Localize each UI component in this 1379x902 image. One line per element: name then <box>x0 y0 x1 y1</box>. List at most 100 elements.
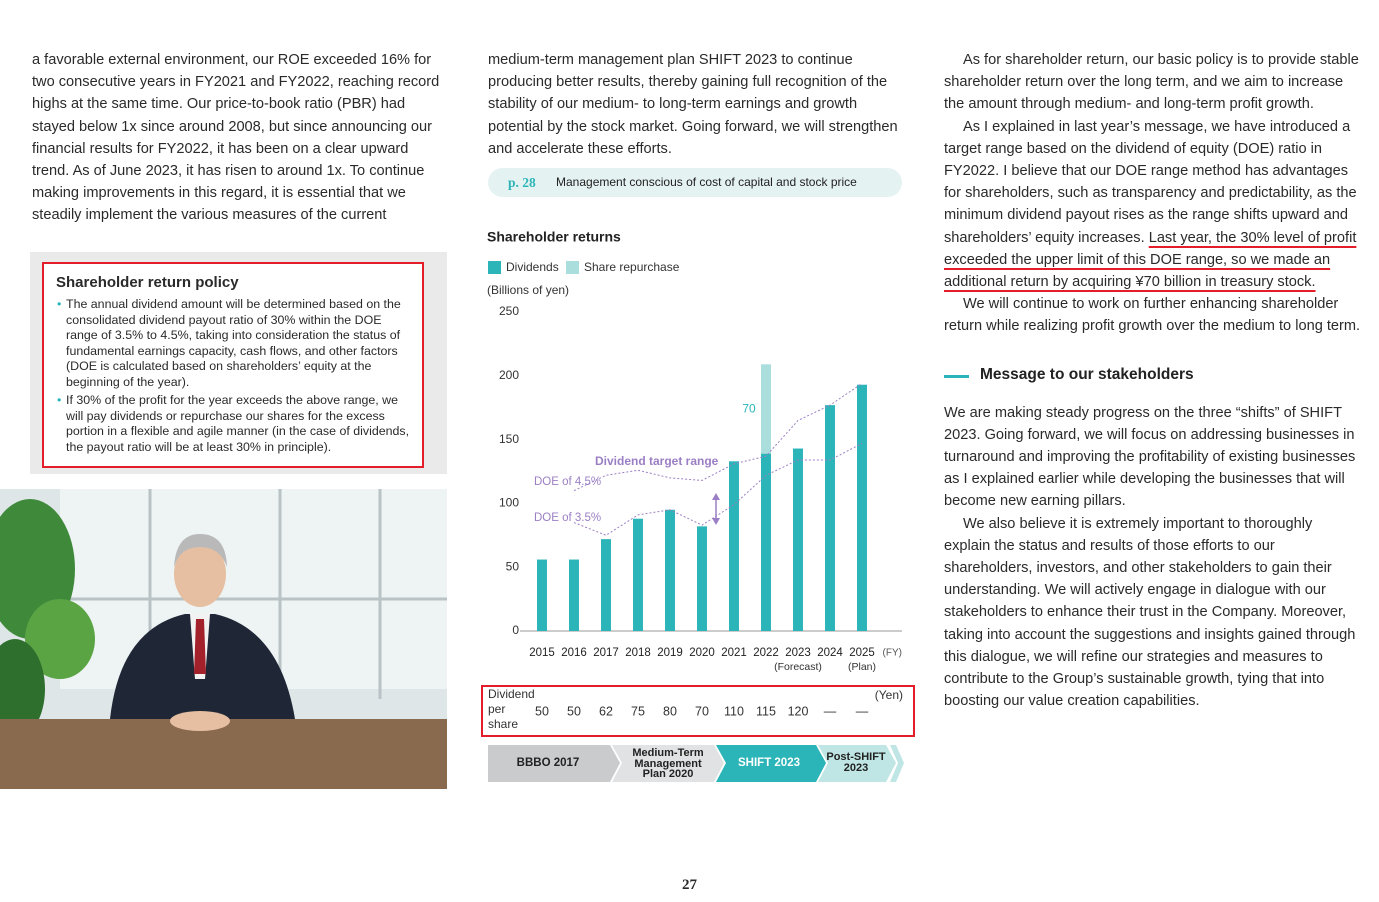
policy-frame: Shareholder return policy The annual div… <box>42 262 424 468</box>
phase-label: SHIFT 2023 <box>738 757 800 769</box>
value-label: 70 <box>742 401 756 415</box>
dps-value: 50 <box>535 704 549 718</box>
bar <box>729 461 739 631</box>
y-tick-label: 50 <box>506 559 520 573</box>
phase-shape <box>890 745 904 782</box>
dps-value: 62 <box>599 704 613 718</box>
doe-label: DOE of 3.5% <box>534 512 601 524</box>
dps-value: — <box>824 704 837 718</box>
phase-shape <box>818 745 896 782</box>
phase-label: BBBO 2017 <box>517 757 580 769</box>
phase-shape <box>488 745 620 782</box>
x-tick-label: 2021 <box>721 647 747 659</box>
x-tick-note: (Plan) <box>848 661 876 673</box>
x-axis-label: (FY) <box>883 648 902 659</box>
legend-label: Share repurchase <box>584 260 680 274</box>
body-text: As for shareholder return, our basic pol… <box>944 52 1359 113</box>
legend-swatch <box>566 261 579 274</box>
bar <box>697 526 707 631</box>
page-number: 27 <box>682 877 697 893</box>
heading-row: Message to our stakeholders <box>944 364 1362 386</box>
legend-label: Dividends <box>506 260 559 274</box>
phase-label: Post-SHIFT 2023 <box>826 751 886 774</box>
bar <box>761 364 771 454</box>
policy-box: Shareholder return policy The annual div… <box>30 252 447 474</box>
body-text: As I explained in last year’s message, w… <box>944 118 1357 246</box>
policy-list: The annual dividend amount will be deter… <box>44 297 422 455</box>
dps-value: 110 <box>724 704 744 718</box>
heading: Message to our stakeholders <box>980 365 1194 383</box>
text-block: As for shareholder return, our basic pol… <box>944 49 1362 712</box>
body-text: We will continue to work on further enha… <box>944 296 1361 335</box>
chart-title: Shareholder returns <box>487 229 621 245</box>
bar <box>633 518 643 631</box>
x-tick-label: 2016 <box>561 647 587 659</box>
highlighted-text: Last year, the 30% level of profit excee… <box>944 229 1357 291</box>
phase-label: Medium-Term Management Plan 2020 <box>632 747 704 780</box>
y-tick-label: 200 <box>499 368 519 382</box>
arrow-head <box>712 493 720 500</box>
x-tick-label: 2023 <box>785 647 811 659</box>
dps-label-line: Dividend <box>488 687 535 701</box>
arrow-head <box>712 518 720 525</box>
x-tick-label: 2025 <box>849 647 875 659</box>
dps-frame <box>481 685 915 737</box>
bar <box>825 405 835 631</box>
phase-shape <box>612 745 724 782</box>
body-text: a favorable external environment, our RO… <box>32 52 440 224</box>
dps-label-line: share <box>488 717 518 731</box>
body-text: We also believe it is extremely importan… <box>944 515 1356 710</box>
x-tick-label: 2022 <box>753 647 779 659</box>
dps-value: 75 <box>631 704 645 718</box>
doe-line <box>573 442 863 536</box>
reference-page: p. 28 <box>508 175 536 190</box>
body-text: As I explained in last year’s message, w… <box>944 116 1362 294</box>
dps-unit: (Yen) <box>875 688 903 702</box>
body-text: medium-term management plan SHIFT 2023 t… <box>488 52 898 157</box>
dps-value: 50 <box>567 704 581 718</box>
policy-bullet: The annual dividend amount will be deter… <box>57 297 412 390</box>
bar <box>857 384 867 631</box>
phase-shape <box>716 745 826 782</box>
y-tick-label: 100 <box>499 496 519 510</box>
photo <box>0 489 447 789</box>
dps-value: — <box>856 704 869 718</box>
x-tick-label: 2024 <box>817 647 843 659</box>
dps-value: 115 <box>756 704 776 718</box>
policy-title: Shareholder return policy <box>56 274 239 291</box>
dps-value: 120 <box>788 704 809 718</box>
legend-swatch <box>488 261 501 274</box>
bar <box>793 448 803 631</box>
heading-bar <box>944 374 969 378</box>
x-tick-label: 2019 <box>657 647 683 659</box>
doe-label: DOE of 4.5% <box>534 476 601 488</box>
policy-bullet: If 30% of the profit for the year exceed… <box>57 393 412 455</box>
y-axis-label: (Billions of yen) <box>487 283 569 297</box>
bar <box>665 509 675 631</box>
body-text: We are making steady progress on the thr… <box>944 404 1356 510</box>
bar <box>569 559 579 631</box>
x-tick-label: 2020 <box>689 647 715 659</box>
phase-label-box: Medium-Term Management Plan 2020 <box>632 747 704 780</box>
dps-label-line: per <box>488 702 505 716</box>
y-tick-label: 150 <box>499 432 519 446</box>
dps-label: Dividend per share <box>488 687 535 731</box>
x-tick-label: 2017 <box>593 647 619 659</box>
phase-label-box: Post-SHIFT 2023 <box>826 751 886 774</box>
x-tick-label: 2015 <box>529 647 555 659</box>
doe-line <box>573 383 863 492</box>
y-tick-label: 250 <box>499 304 519 318</box>
bar <box>601 539 611 631</box>
bar <box>761 453 771 631</box>
x-tick-label: 2018 <box>625 647 651 659</box>
chart: Shareholder returns (Billions of yen) (F… <box>481 229 915 782</box>
dps-value: 70 <box>695 704 709 718</box>
dps-value: 80 <box>663 704 677 718</box>
x-tick-note: (Forecast) <box>774 661 822 673</box>
bar <box>537 559 547 631</box>
reference-text: Management conscious of cost of capital … <box>556 175 857 189</box>
range-label: Dividend target range <box>595 454 719 468</box>
y-tick-label: 0 <box>512 623 519 637</box>
reference-pill: p. 28 Management conscious of cost of ca… <box>488 168 902 197</box>
